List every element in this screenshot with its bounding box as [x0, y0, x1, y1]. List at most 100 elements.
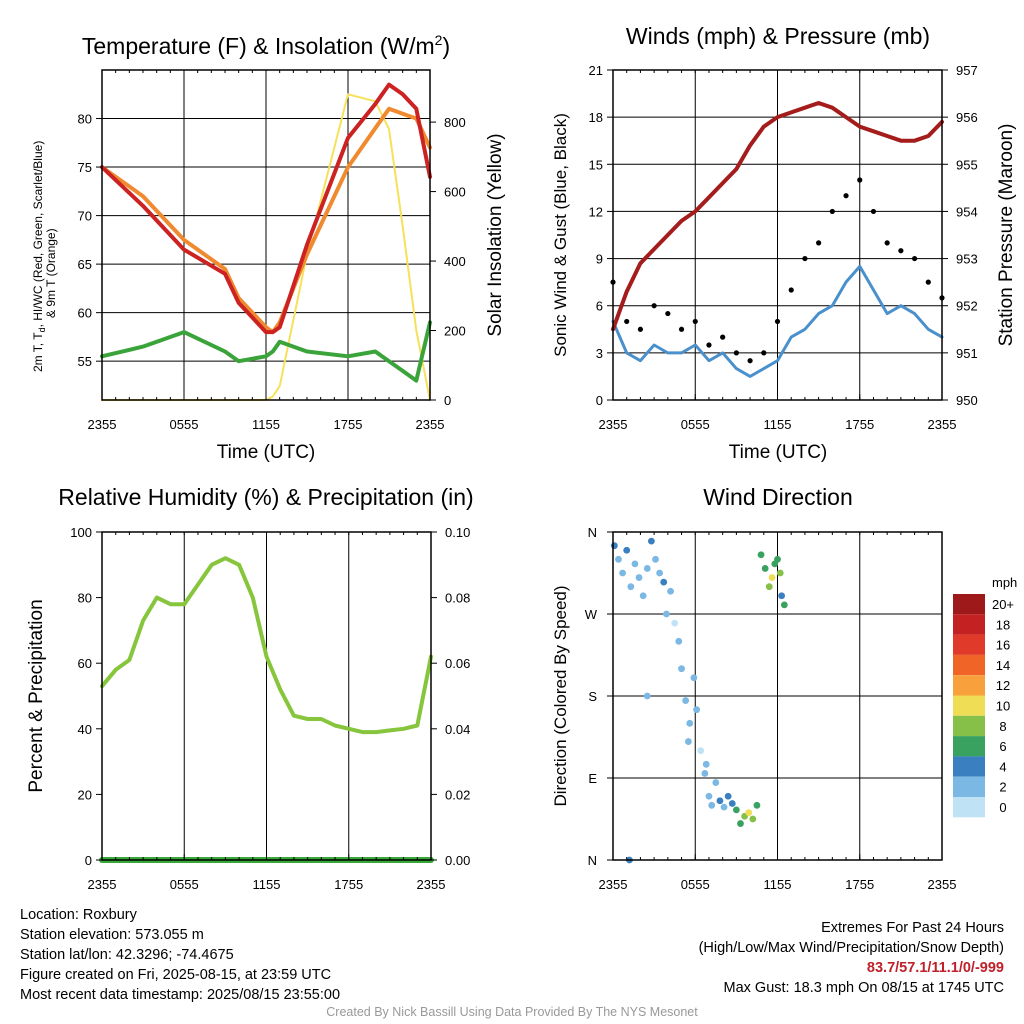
- temperature-series: [100, 82, 432, 401]
- gust-point: [624, 318, 630, 325]
- winds-ticks: 2355 0555 1155 1755 2355 0 3 6 9 12 15 18 21 950 951 95…: [589, 63, 978, 432]
- humidity-ylabel-left: Percent & Precipitation: [26, 599, 47, 792]
- direction-xtick-label: 1755: [845, 877, 874, 892]
- winds-ylabel-right: Station Pressure (Maroon): [996, 124, 1017, 347]
- direction-point: [675, 637, 683, 645]
- colorbar-swatch: [953, 654, 985, 676]
- winds-ytick-label: 9: [596, 252, 603, 267]
- direction-panel: Wind Direction 2355 0555 1155 1755 2355NWSEN…: [551, 484, 1017, 892]
- temperature-xtick-label: 1755: [334, 417, 363, 432]
- direction-point: [753, 801, 761, 809]
- direction-grid: [613, 532, 942, 860]
- colorbar-swatch: [953, 634, 985, 655]
- humidity-ytick-label-right: 0.06: [445, 656, 470, 671]
- station-info: Location: Roxbury Station elevation: 573…: [20, 905, 340, 1005]
- figure-created: Figure created on Fri, 2025-08-15, at 23…: [20, 967, 332, 983]
- direction-point: [671, 619, 679, 627]
- station-elevation: Station elevation: 573.055 m: [20, 927, 204, 943]
- direction-point: [693, 706, 701, 714]
- extremes-values: 83.7/57.1/11.1/0/-999: [866, 960, 1004, 976]
- direction-ytick-label: E: [588, 771, 597, 786]
- colorbar-label: 0: [999, 800, 1006, 815]
- winds-ytick-label: 15: [589, 157, 603, 172]
- temperature-ylabel-left-line2: & 9m T (Orange): [44, 228, 58, 318]
- gust-point: [843, 193, 849, 199]
- gust-point: [706, 342, 712, 348]
- winds-xtick-label: 1155: [764, 417, 792, 432]
- humidity-ytick-label: 40: [78, 722, 92, 737]
- colorbar-label: 20+: [992, 597, 1014, 612]
- winds-xlabel: Time (UTC): [729, 442, 828, 463]
- direction-point: [667, 587, 674, 595]
- direction-point: [656, 569, 664, 577]
- temperature-xtick-label: 2355: [88, 417, 117, 432]
- direction-point: [631, 560, 639, 568]
- direction-xtick-label: 1155: [764, 877, 792, 892]
- colorbar-label: 12: [996, 678, 1010, 693]
- series-station-pressure: [611, 101, 944, 332]
- temperature-xlabel: Time (UTC): [217, 442, 316, 463]
- temperature-ytick-label: 60: [78, 306, 92, 321]
- colorbar-label: 8: [999, 719, 1006, 734]
- humidity-ytick-label-right: 0.00: [445, 853, 470, 868]
- winds-xtick-label: 1755: [845, 417, 874, 432]
- gust-point: [884, 240, 890, 246]
- temperature-panel: Temperature (F) & Insolation (W/m2) 2355…: [31, 32, 506, 463]
- direction-point: [768, 574, 776, 581]
- direction-point: [712, 779, 720, 786]
- gust-point: [857, 177, 863, 183]
- direction-title: Wind Direction: [703, 484, 853, 510]
- direction-point: [619, 569, 626, 577]
- humidity-ytick-label-right: 0.02: [445, 787, 470, 802]
- colorbar-title: mph: [992, 575, 1017, 590]
- direction-point: [737, 820, 744, 827]
- gust-point: [692, 318, 698, 325]
- temperature-xtick-label: 1155: [252, 417, 280, 432]
- station-latlon: Station lat/lon: 42.3296; -74.4675: [20, 947, 234, 963]
- colorbar-swatch: [953, 695, 985, 716]
- gust-point: [747, 358, 753, 364]
- colorbar-label: 16: [996, 638, 1010, 653]
- humidity-title: Relative Humidity (%) & Precipitation (i…: [58, 484, 473, 510]
- temperature-ytick-label: 80: [78, 112, 92, 127]
- temperature-ytick-label-right: 600: [444, 185, 466, 200]
- colorbar-swatch: [953, 776, 985, 797]
- colorbar-swatch: [953, 797, 985, 818]
- humidity-ytick-label: 100: [70, 525, 92, 540]
- colorbar-label: 2: [999, 780, 1006, 795]
- gust-point: [678, 326, 685, 332]
- colorbar-label: 14: [996, 658, 1010, 673]
- humidity-ytick-label: 20: [78, 787, 92, 802]
- temperature-xtick-label: 0555: [170, 417, 199, 432]
- temperature-ytick-label: 70: [78, 209, 92, 224]
- colorbar-swatch: [953, 715, 985, 737]
- direction-point: [720, 803, 728, 811]
- gust-point: [925, 279, 931, 285]
- direction-point: [776, 569, 784, 577]
- winds-ytick-label: 12: [589, 204, 603, 219]
- winds-ytick-label: 6: [596, 299, 603, 314]
- temperature-ytick-label-right: 0: [444, 393, 451, 408]
- direction-point: [780, 601, 788, 609]
- colorbar-label: 6: [999, 739, 1006, 754]
- colorbar-swatch: [953, 594, 985, 615]
- humidity-xtick-label: 2355: [417, 877, 446, 892]
- direction-point: [639, 592, 647, 600]
- winds-xtick-label: 2355: [599, 417, 628, 432]
- direction-point: [643, 565, 651, 572]
- winds-ytick-label-right: 957: [956, 63, 978, 78]
- humidity-ytick-label: 0: [85, 853, 92, 868]
- direction-point: [716, 797, 724, 805]
- winds-xtick-label: 0555: [681, 417, 710, 432]
- humidity-ytick-label-right: 0.10: [445, 525, 470, 540]
- colorbar-label: 4: [999, 759, 1006, 774]
- direction-point: [701, 770, 709, 777]
- temperature-xtick-label: 2355: [416, 417, 445, 432]
- temperature-ticks: 2355 0555 1155 1755 235555606570758002004006…: [78, 70, 466, 432]
- humidity-grid: [183, 532, 350, 860]
- winds-ytick-label: 18: [589, 110, 603, 125]
- direction-point: [652, 555, 659, 563]
- direction-point: [697, 747, 705, 755]
- direction-ylabel-left: Direction (Colored By Speed): [551, 585, 570, 806]
- winds-ytick-label-right: 951: [956, 346, 978, 361]
